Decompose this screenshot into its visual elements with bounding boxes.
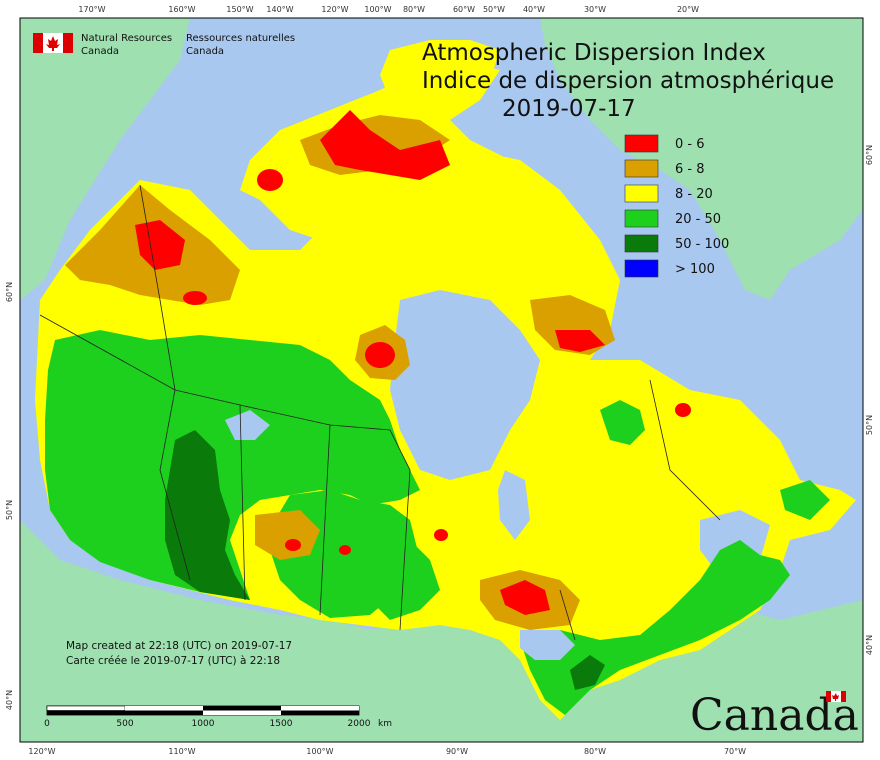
green-quebec-north: [600, 400, 645, 445]
top-longitude-label: 50°W: [483, 5, 505, 14]
legend-label: 6 - 8: [675, 162, 705, 177]
left-latitude-label: 40°N: [5, 690, 14, 710]
hudson-bay: [390, 290, 540, 480]
legend-label: 20 - 50: [675, 212, 721, 227]
right-latitude-label: 40°N: [865, 635, 874, 655]
title-en: Atmospheric Dispersion Index: [422, 40, 766, 66]
top-longitude-label: 100°W: [364, 5, 391, 14]
red-prairie-1: [285, 539, 301, 551]
green-newfoundland: [780, 480, 830, 520]
bottom-longitude-label: 70°W: [724, 747, 746, 756]
top-longitude-label: 80°W: [403, 5, 425, 14]
right-latitude-label: 50°N: [865, 415, 874, 435]
provincial-borders: [39, 184, 721, 641]
top-longitude-label: 170°W: [78, 5, 105, 14]
legend-swatch: [624, 134, 659, 153]
scale-label: 1000: [192, 719, 215, 729]
top-longitude-label: 120°W: [321, 5, 348, 14]
bottom-longitude-label: 80°W: [584, 747, 606, 756]
scale-bar: 0 500 1000 1500 2000 km: [44, 705, 392, 729]
scale-unit: km: [378, 719, 392, 729]
right-latitude-label: 60°N: [865, 145, 874, 165]
canada-wordmark: Canada: [690, 690, 859, 741]
agency-en-line2: Canada: [81, 46, 119, 57]
top-longitude-label: 30°W: [584, 5, 606, 14]
right-axis: 60°N 50°N 40°N: [865, 145, 874, 655]
greenland: [540, 18, 863, 300]
agency-fr-line1: Ressources naturelles: [186, 33, 295, 44]
bottom-longitude-label: 110°W: [168, 747, 195, 756]
left-latitude-label: 60°N: [5, 282, 14, 302]
great-lakes: [520, 630, 575, 660]
canada-flag-icon: [33, 33, 73, 53]
map-frame: [19, 17, 864, 743]
legend: 0 - 6 6 - 8 8 - 20 20 - 50 50 - 100 > 100: [624, 134, 729, 278]
top-longitude-label: 60°W: [453, 5, 475, 14]
left-axis: 60°N 50°N 40°N: [5, 282, 14, 710]
legend-label: 0 - 6: [675, 137, 705, 152]
bottom-longitude-label: 90°W: [446, 747, 468, 756]
created-note-fr: Carte créée le 2019-07-17 (UTC) à 22:18: [66, 655, 280, 667]
legend-swatch: [624, 259, 659, 278]
created-note-en: Map created at 22:18 (UTC) on 2019-07-17: [66, 640, 292, 652]
legend-swatch: [624, 184, 659, 203]
top-longitude-label: 40°W: [523, 5, 545, 14]
bottom-axis: 120°W 110°W 100°W 90°W 80°W 70°W: [28, 747, 746, 756]
alaska: [20, 18, 190, 300]
ellesmere-island: [380, 40, 500, 110]
james-bay: [498, 470, 530, 540]
top-longitude-label: 20°W: [677, 5, 699, 14]
red-yukon: [135, 220, 185, 270]
legend-swatch: [624, 159, 659, 178]
red-baffin: [555, 330, 605, 352]
legend-swatch: [624, 209, 659, 228]
red-yukon-south: [183, 291, 207, 305]
red-ontario: [500, 580, 550, 615]
top-longitude-label: 160°W: [168, 5, 195, 14]
map-area: [20, 18, 863, 742]
wordmark-flag-icon: [826, 691, 846, 702]
top-longitude-label: 140°W: [266, 5, 293, 14]
scale-label: 0: [44, 719, 50, 729]
agency-en-line1: Natural Resources: [81, 33, 172, 44]
left-latitude-label: 50°N: [5, 500, 14, 520]
bottom-longitude-label: 120°W: [28, 747, 55, 756]
legend-label: 50 - 100: [675, 237, 729, 252]
scale-label: 2000: [348, 719, 371, 729]
map-date: 2019-07-17: [502, 96, 636, 122]
top-longitude-label: 150°W: [226, 5, 253, 14]
red-nunavut: [365, 342, 395, 368]
darkgreen-bc: [165, 430, 250, 600]
top-axis: 170°W 160°W 150°W 140°W 120°W 100°W 80°W 60°W 50…: [78, 5, 699, 14]
bottom-longitude-label: 100°W: [306, 747, 333, 756]
orange-prairie: [255, 510, 320, 560]
title-fr: Indice de dispersion atmosphérique: [422, 68, 834, 94]
green-west: [45, 330, 420, 600]
red-prairie-3: [339, 545, 351, 555]
darkgreen-south-ontario: [570, 655, 605, 690]
red-prairie-2: [434, 529, 448, 541]
agency-fr-line2: Canada: [186, 46, 224, 57]
legend-label: 8 - 20: [675, 187, 713, 202]
red-arctic-2: [320, 110, 450, 180]
green-ontario: [365, 520, 440, 620]
scale-label: 500: [116, 719, 133, 729]
usa: [20, 520, 863, 742]
great-bear-lake: [225, 410, 270, 440]
red-arctic-1: [257, 169, 283, 191]
legend-label: > 100: [675, 262, 715, 277]
legend-swatch: [624, 234, 659, 253]
red-quebec: [675, 403, 691, 417]
scale-label: 1500: [270, 719, 293, 729]
agency-block: Natural Resources Canada Ressources natu…: [33, 33, 295, 57]
